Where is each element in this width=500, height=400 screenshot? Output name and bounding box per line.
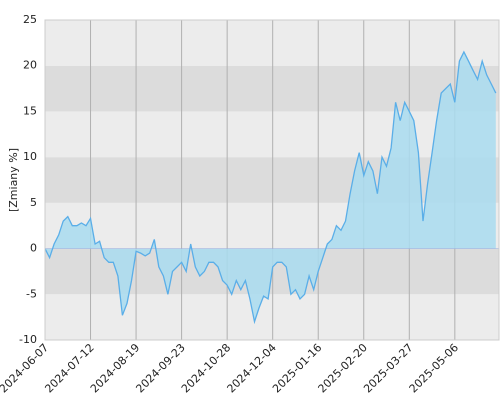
y-tick-label: 25 [23, 13, 37, 26]
y-tick-label: 20 [23, 59, 37, 72]
y-tick-label: -10 [19, 333, 37, 346]
grid-band [45, 111, 499, 158]
grid-band [45, 294, 499, 340]
x-tick-label: 2025-05-06 [407, 341, 461, 395]
y-tick-label: 0 [30, 242, 37, 255]
line [44, 50, 497, 325]
y-tick-label: 15 [23, 104, 37, 117]
plot-area [44, 19, 500, 341]
grid-band [45, 20, 499, 66]
y-tick-label: -5 [26, 287, 37, 300]
y-tick-label: 10 [23, 150, 37, 163]
y-axis-label: [Zmiany %] [7, 148, 20, 212]
y-tick-label: 5 [30, 196, 37, 209]
area-fill [45, 52, 496, 322]
grid-band [45, 65, 499, 112]
grid-band [45, 157, 499, 203]
plot-border [44, 19, 500, 341]
